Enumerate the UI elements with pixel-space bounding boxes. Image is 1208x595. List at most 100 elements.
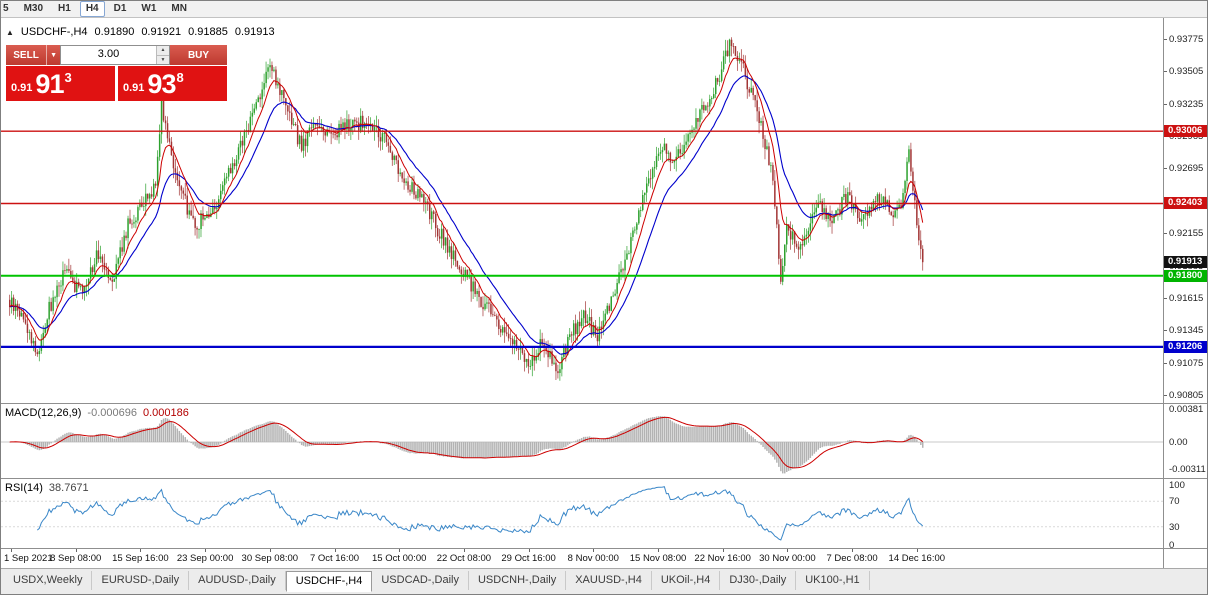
time-axis-tick [528, 549, 530, 552]
price-axis-tick [1164, 297, 1167, 299]
candlestick-chart[interactable] [1, 18, 1163, 403]
macd-label: MACD(12,26,9) -0.000696 0.000186 [5, 407, 189, 419]
macd-axis-label: 0.00 [1169, 437, 1188, 448]
macd-axis-label: -0.00311 [1169, 463, 1206, 475]
price-pane[interactable]: ▲ USDCHF-,H4 0.91890 0.91921 0.91885 0.9… [1, 18, 1163, 403]
price-axis-tick [1164, 103, 1167, 105]
buy-price-pipette: 8 [176, 69, 184, 85]
price-axis-tick [1164, 395, 1167, 396]
timeframe-button-d1[interactable]: D1 [113, 3, 127, 14]
timeframe-toolbar: 5 M30 H1 H4 D1 W1 MN [1, 1, 1207, 18]
rsi-label: RSI(14) 38.7671 [5, 482, 89, 494]
time-axis-label: 15 Oct 00:00 [371, 553, 427, 564]
time-axis-tick [11, 549, 12, 552]
price-tag-support-line-green: 0.91800 [1164, 269, 1207, 282]
pane-separator [1164, 403, 1207, 404]
price-tag-current-price: 0.91913 [1164, 256, 1207, 269]
timeframe-button-h1[interactable]: H1 [58, 3, 71, 14]
time-axis-label: 15 Nov 08:00 [629, 553, 687, 564]
price-axis-tick [1164, 71, 1167, 73]
time-axis-label: 7 Dec 08:00 [826, 553, 878, 564]
timeframe-button-m30[interactable]: M30 [23, 3, 44, 14]
price-axis-label: 0.93235 [1169, 98, 1204, 110]
chart-icon: ▲ [6, 27, 14, 37]
pane-separator [1164, 548, 1207, 549]
chart-tab-eurusd-daily[interactable]: EURUSD-,Daily [92, 571, 190, 590]
price-axis-tick [1164, 39, 1167, 40]
time-axis[interactable]: 1 Sep 2021 8 Sep 08:00 15 Sep 16:00 23 Sep … [1, 548, 1163, 568]
time-axis-tick [658, 549, 659, 552]
timeframe-button-w1[interactable]: W1 [141, 3, 157, 14]
rsi-pane[interactable]: RSI(14) 38.7671 [1, 478, 1163, 548]
sell-options-caret-icon[interactable]: ▼ [46, 45, 60, 65]
sell-price-box[interactable]: 0.91 91 3 [6, 66, 115, 101]
time-axis-tick [916, 549, 918, 552]
time-axis-label: 15 Sep 16:00 [112, 553, 169, 564]
chart-tab-usdcad-daily[interactable]: USDCAD-,Daily [372, 571, 469, 590]
chart-tab-usdx-weekly[interactable]: USDX,Weekly [4, 571, 93, 590]
price-tag-support-line-blue: 0.91206 [1164, 340, 1207, 353]
chart-tab-usdchf-h4[interactable]: USDCHF-,H4 [285, 571, 373, 592]
time-axis-tick [140, 549, 142, 552]
macd-name: MACD(12,26,9) [5, 407, 82, 419]
rsi-chart[interactable] [1, 479, 1163, 549]
macd-axis-label: 0.00381 [1169, 403, 1204, 415]
ohlc-high: 0.91921 [141, 26, 182, 38]
buy-button[interactable]: BUY [170, 45, 227, 65]
price-axis-tick [1164, 233, 1167, 235]
price-axis-label: 0.91345 [1169, 325, 1204, 337]
time-axis-label: 30 Nov 00:00 [759, 553, 816, 564]
macd-pane[interactable]: MACD(12,26,9) -0.000696 0.000186 [1, 403, 1163, 478]
macd-chart[interactable] [1, 404, 1163, 479]
price-axis-tick [1164, 330, 1167, 332]
volume-down-icon[interactable]: ▼ [157, 55, 169, 64]
time-axis-label: 14 Dec 16:00 [888, 553, 946, 564]
volume-up-icon[interactable]: ▲ [157, 46, 169, 56]
timeframe-button-5[interactable]: 5 [3, 3, 9, 14]
ohlc-open: 0.91890 [94, 26, 135, 38]
chart-ohlc-title: ▲ USDCHF-,H4 0.91890 0.91921 0.91885 0.9… [6, 26, 275, 38]
time-axis-tick [463, 549, 465, 552]
time-axis-tick [787, 549, 789, 552]
price-tag-resistance-line-2: 0.92403 [1164, 197, 1207, 210]
ohlc-low: 0.91885 [188, 26, 228, 38]
chart-tab-ukoil-h4[interactable]: UKOil-,H4 [652, 571, 721, 590]
price-axis[interactable]: 0.937750.935050.932350.929650.926950.924… [1163, 18, 1207, 568]
chart-tab-audusd-daily[interactable]: AUDUSD-,Daily [189, 571, 286, 590]
sell-price-big: 91 [35, 68, 64, 99]
chart-tab-usdcnh-daily[interactable]: USDCNH-,Daily [469, 571, 567, 590]
ohlc-close: 0.91913 [234, 26, 275, 38]
macd-value-signal: 0.000186 [142, 407, 189, 419]
price-axis-tick [1164, 168, 1167, 170]
time-axis-label: 29 Oct 16:00 [501, 553, 556, 564]
price-axis-label: 0.91075 [1169, 357, 1204, 369]
chart-tab-dj30-daily[interactable]: DJ30-,Daily [720, 571, 797, 590]
sell-button[interactable]: SELL ▼ [6, 45, 60, 65]
rsi-value: 38.7671 [48, 482, 89, 494]
trade-controls-row: SELL ▼ 3.00 ▲ ▼ BUY [6, 45, 227, 65]
volume-input[interactable]: 3.00 ▲ ▼ [60, 45, 170, 65]
macd-value-main: -0.000696 [87, 407, 137, 419]
price-axis-label: 0.92155 [1169, 228, 1204, 240]
timeframe-button-h4[interactable]: H4 [79, 1, 105, 17]
time-axis-label: 1 Sep 2021 [4, 553, 53, 564]
time-axis-tick [852, 549, 854, 552]
chart-tab-bar: USDX,Weekly EURUSD-,Daily AUDUSD-,Daily USD… [1, 568, 1207, 594]
price-axis-label: 0.93775 [1169, 34, 1204, 45]
chart-symbol: USDCHF-,H4 [20, 26, 88, 38]
chart-tab-xauusd-h4[interactable]: XAUUSD-,H4 [566, 571, 652, 590]
time-axis-tick [593, 549, 595, 552]
time-axis-tick [722, 549, 724, 552]
pane-separator [1164, 478, 1207, 479]
buy-price-box[interactable]: 0.91 93 8 [118, 66, 227, 101]
timeframe-button-mn[interactable]: MN [171, 3, 187, 14]
chart-tab-uk100-h1[interactable]: UK100-,H1 [796, 571, 870, 590]
time-axis-label: 8 Sep 08:00 [50, 553, 102, 564]
time-axis-label: 22 Oct 08:00 [436, 553, 492, 564]
rsi-axis-label: 70 [1169, 496, 1180, 508]
buy-button-label: BUY [187, 49, 210, 61]
time-axis-tick [399, 549, 401, 552]
price-tag-resistance-line-1: 0.93006 [1164, 125, 1207, 138]
buy-price-prefix: 0.91 [123, 82, 145, 94]
